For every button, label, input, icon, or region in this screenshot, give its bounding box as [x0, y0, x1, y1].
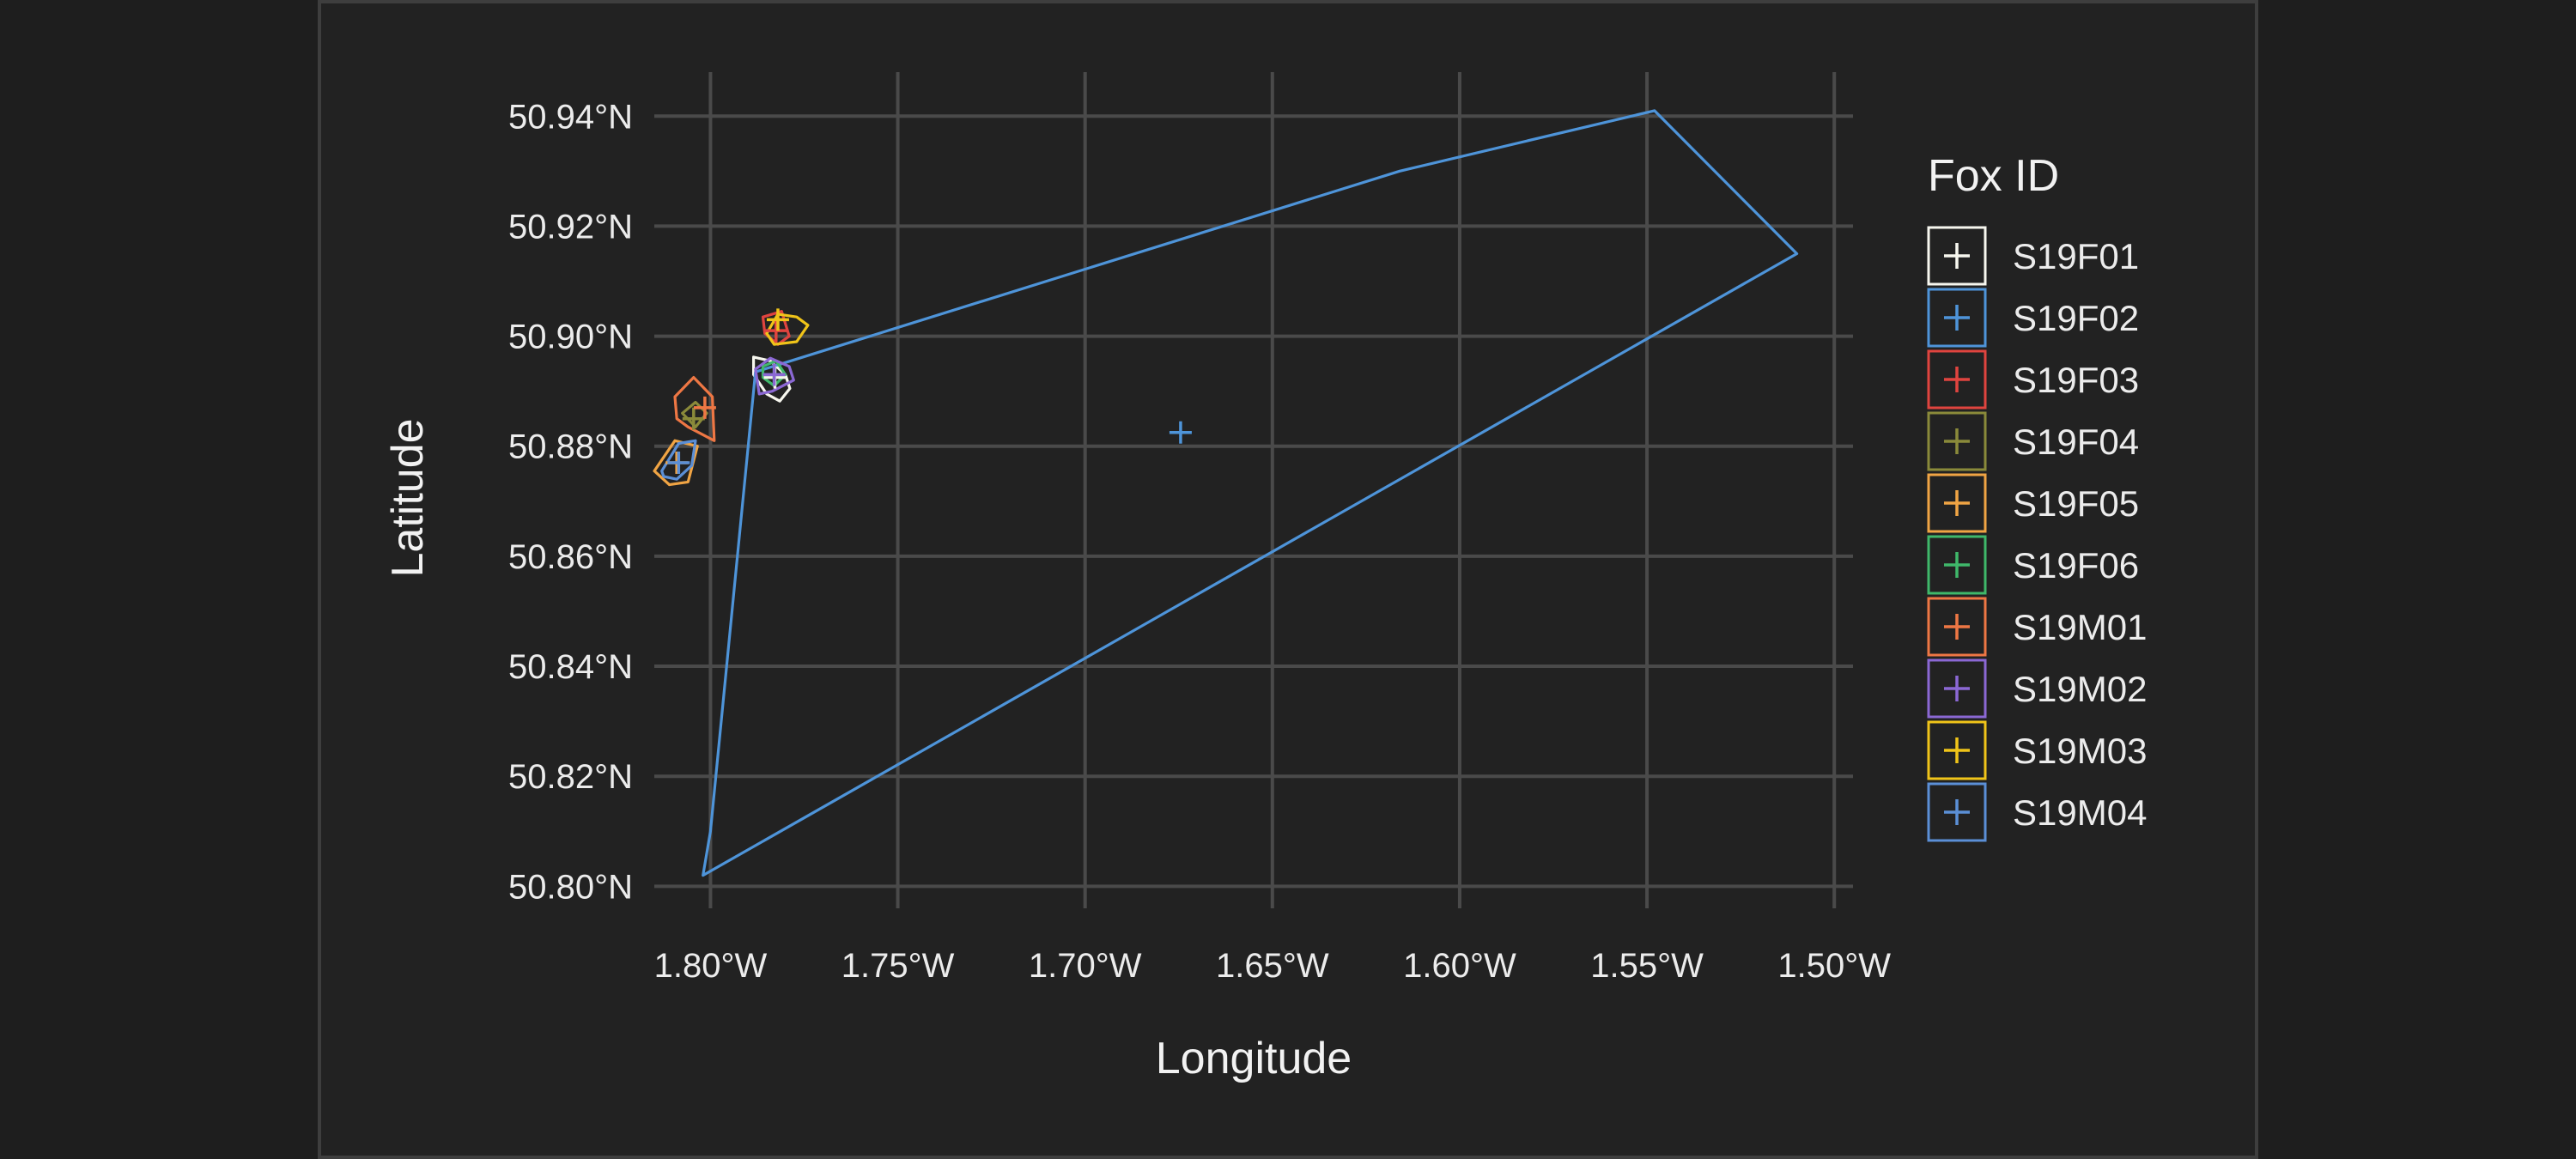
y-tick-label: 50.84°N	[508, 648, 633, 686]
y-tick-label: 50.88°N	[508, 428, 633, 466]
legend-label: S19M01	[2013, 607, 2147, 647]
grid	[654, 72, 1853, 908]
y-tick-label: 50.82°N	[508, 758, 633, 796]
y-axis-title: Latitude	[383, 418, 433, 577]
legend-title: Fox ID	[1928, 151, 2059, 201]
legend-item-s19f06: S19F06	[1927, 535, 2139, 595]
home-range-s19f06	[761, 359, 787, 387]
home-range-s19m01	[673, 376, 716, 442]
y-tick-label: 50.90°N	[508, 319, 633, 356]
legend-item-s19m02: S19M02	[1927, 658, 2147, 719]
centroid-s19m02	[762, 363, 786, 386]
legend-label: S19F04	[2013, 422, 2139, 462]
legend-label: S19F01	[2013, 236, 2139, 276]
legend-item-s19f03: S19F03	[1927, 349, 2139, 410]
x-axis-title: Longitude	[1156, 1034, 1352, 1083]
legend-label: S19M02	[2013, 669, 2147, 709]
home-range-s19m04	[660, 439, 697, 481]
centroid-s19m01	[693, 396, 716, 419]
centroid-s19f04	[682, 407, 705, 430]
centroid-s19m03	[766, 308, 789, 331]
centroid-s19f03	[764, 319, 787, 343]
legend-item-s19m01: S19M01	[1927, 597, 2147, 657]
x-tick-label: 1.65°W	[1216, 947, 1329, 985]
legend-item-s19f04: S19F04	[1927, 411, 2139, 471]
x-tick-label: 1.75°W	[841, 947, 955, 985]
x-tick-label: 1.55°W	[1590, 947, 1704, 985]
legend: Fox ID S19F01 S19F02 S19F03 S19F04 S19F05 S19…	[1927, 151, 2147, 842]
home-range-s19f04	[681, 400, 708, 428]
y-tick-label: 50.94°N	[508, 98, 633, 136]
y-tick-label: 50.86°N	[508, 538, 633, 576]
legend-label: S19F05	[2013, 483, 2139, 524]
x-tick-label: 1.80°W	[654, 947, 768, 985]
x-tick-label: 1.50°W	[1777, 947, 1891, 985]
legend-item-s19f01: S19F01	[1927, 226, 2139, 286]
x-tick-label: 1.70°W	[1029, 947, 1142, 985]
legend-item-s19f05: S19F05	[1927, 473, 2139, 533]
y-tick-label: 50.92°N	[508, 208, 633, 246]
legend-key	[1927, 411, 1987, 471]
legend-item-s19m04: S19M04	[1927, 782, 2147, 842]
legend-label: S19M04	[2013, 792, 2147, 833]
legend-item-s19m03: S19M03	[1927, 720, 2147, 780]
legend-label: S19F03	[2013, 360, 2139, 400]
centroid-s19m04	[667, 451, 690, 474]
x-axis-ticks: 1.80°W 1.75°W 1.70°W 1.65°W 1.60°W 1.55°W 1.50…	[654, 947, 1892, 985]
home-range-s19m02	[754, 356, 795, 396]
centroid-markers	[665, 308, 1192, 474]
x-tick-label: 1.60°W	[1403, 947, 1516, 985]
y-tick-label: 50.80°N	[508, 868, 633, 906]
legend-label: S19F06	[2013, 545, 2139, 586]
legend-label: S19M03	[2013, 731, 2147, 771]
y-axis-ticks: 50.80°N 50.82°N 50.84°N 50.86°N 50.88°N 50.90…	[508, 98, 633, 906]
legend-label: S19F02	[2013, 298, 2139, 338]
home-range-s19f02	[702, 109, 1799, 877]
centroid-s19f02	[1169, 421, 1192, 444]
legend-item-s19f02: S19F02	[1927, 288, 2139, 348]
